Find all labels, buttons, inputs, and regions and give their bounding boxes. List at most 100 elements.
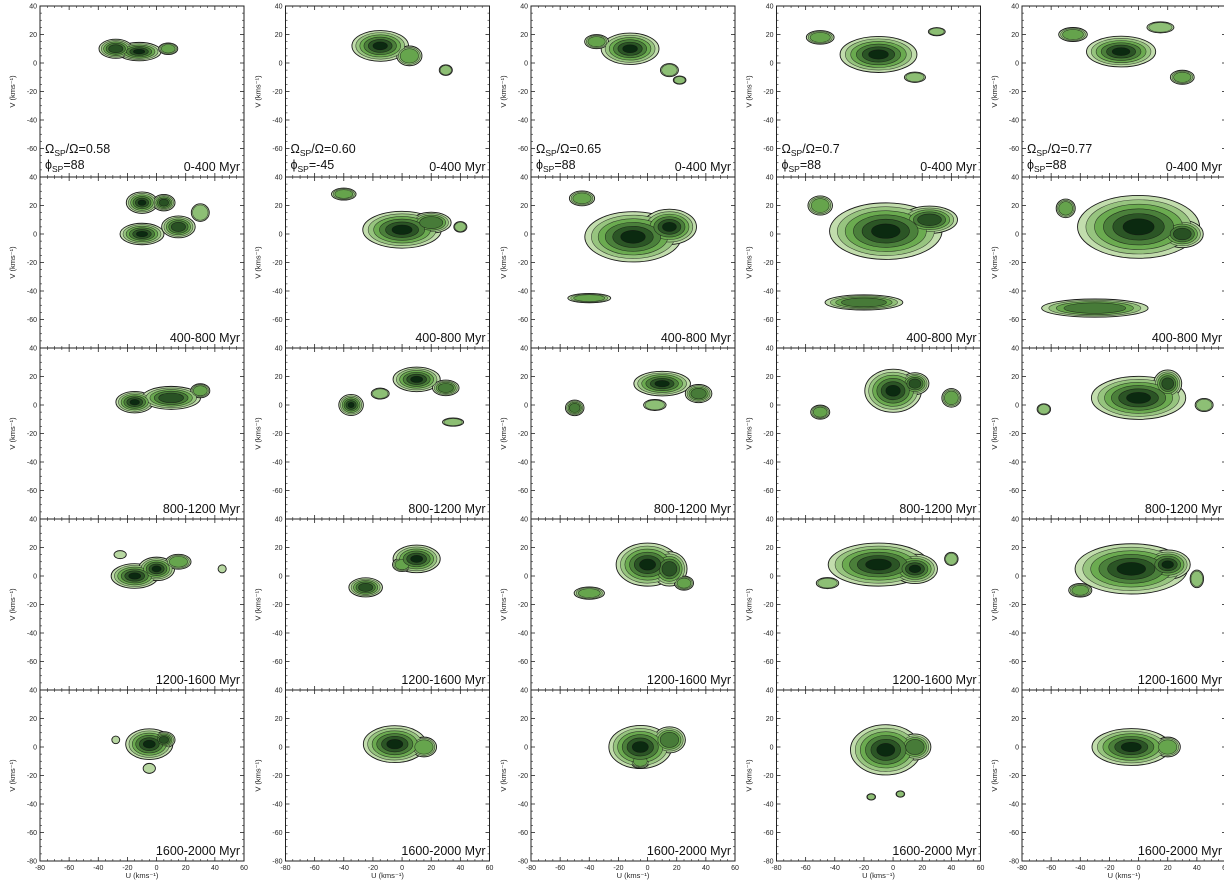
y-tick-label: 40: [29, 175, 37, 182]
contour-level-2-blob-4: [905, 72, 925, 83]
y-tick-label: 20: [29, 32, 37, 39]
panel-r3-c2: -60 -40 -20 0 20 40 V (kms⁻¹) 800-1200 Myr: [254, 346, 490, 520]
density-contours: [119, 191, 210, 246]
y-tick-label: -20: [272, 431, 282, 438]
contour-level-3-blob-1: [812, 406, 828, 418]
y-tick-label: 0: [33, 232, 37, 239]
x-tick-label: 60: [977, 865, 985, 872]
y-tick-label: -40: [27, 460, 37, 467]
time-period-label: 400-800 Myr: [415, 331, 485, 345]
y-tick-label: -40: [27, 118, 37, 125]
x-tick-label: -40: [584, 865, 594, 872]
density-contours: [338, 366, 465, 427]
contour-level-5-blob-2: [1173, 227, 1192, 241]
omega-ratio-label: ΩSP/Ω=0.60: [291, 142, 356, 158]
phi-label: ϕSP=88: [782, 158, 822, 174]
y-tick-label: 0: [770, 574, 774, 581]
contour-level-5-blob-3: [908, 378, 922, 389]
panel-background: [40, 348, 244, 519]
x-tick-label: -60: [64, 865, 74, 872]
y-tick-label: -60: [518, 830, 528, 837]
y-tick-label: -60: [518, 146, 528, 153]
contour-level-6-blob-1: [1122, 218, 1155, 236]
y-tick-label: 40: [520, 175, 528, 182]
y-tick-label: -40: [272, 289, 282, 296]
y-tick-label: -40: [518, 460, 528, 467]
time-period-label: 1600-2000 Myr: [1138, 844, 1222, 858]
y-tick-label: -20: [763, 602, 773, 609]
y-tick-label: 20: [766, 545, 774, 552]
time-period-label: 800-1200 Myr: [1145, 502, 1222, 516]
y-tick-label: 40: [520, 517, 528, 524]
contour-level-5-blob-3: [661, 561, 678, 577]
x-tick-label: 60: [486, 865, 494, 872]
y-axis-label: V (kms⁻¹): [745, 759, 754, 792]
y-axis-label: V (kms⁻¹): [254, 417, 263, 450]
contour-level-4-blob-3: [419, 216, 444, 229]
time-period-label: 1600-2000 Myr: [156, 844, 240, 858]
contour-level-5-blob-3: [1161, 377, 1174, 390]
x-axis-label: U (kms⁻¹): [862, 871, 895, 880]
y-tick-label: 0: [1015, 403, 1019, 410]
y-axis-label: V (kms⁻¹): [8, 417, 17, 450]
phi-label: ϕSP=88: [536, 158, 576, 174]
panel-r4-c4: -60 -40 -20 0 20 40 V (kms⁻¹) 1200-1600 Myr: [745, 517, 981, 691]
y-tick-label: -60: [1009, 659, 1019, 666]
contour-level-6-blob-2: [1126, 392, 1151, 404]
y-tick-label: -40: [27, 289, 37, 296]
time-period-label: 400-800 Myr: [906, 331, 976, 345]
panel-r2-c2: -60 -40 -20 0 20 40 V (kms⁻¹) 400-800 Myr: [254, 175, 490, 349]
density-contours: [351, 30, 453, 76]
y-tick-label: 40: [1011, 4, 1019, 11]
y-tick-label: 0: [1015, 745, 1019, 752]
time-period-label: 1200-1600 Myr: [1138, 673, 1222, 687]
y-tick-label: 0: [770, 61, 774, 68]
phi-label: ϕSP=88: [45, 158, 85, 174]
contour-level-6-blob-2: [885, 384, 901, 397]
density-contours: [807, 195, 958, 311]
y-tick-label: -40: [518, 631, 528, 638]
contour-level-3-blob-2: [1062, 29, 1084, 40]
contour-level-5-blob-2: [158, 198, 169, 207]
x-tick-label: 20: [182, 865, 190, 872]
x-tick-label: -80: [771, 865, 781, 872]
contour-level-6-blob-2: [654, 380, 670, 388]
panel-r5-c4: -80 -60 -40 -20 0 20 40 60 -80 -60 -40 -20 0 20 40 V (k…: [745, 688, 985, 881]
y-tick-label: -40: [27, 631, 37, 638]
y-tick-label: -20: [1009, 89, 1019, 96]
y-tick-label: -60: [27, 830, 37, 837]
contour-level-6-blob-1: [1120, 741, 1142, 753]
panel-r1-c3: -60 -40 -20 0 20 40 V (kms⁻¹) 0-400 Myr ΩSP/Ω=0.…: [499, 4, 736, 178]
panel-r4-c1: -60 -40 -20 0 20 40 V (kms⁻¹) 1200-1600 Myr: [8, 517, 245, 691]
contour-level-1-blob-5: [217, 564, 227, 574]
y-tick-label: 0: [770, 745, 774, 752]
contour-level-3-blob-3: [193, 385, 208, 397]
y-tick-label: 40: [766, 517, 774, 524]
time-period-label: 1600-2000 Myr: [647, 844, 731, 858]
y-tick-label: -20: [1009, 773, 1019, 780]
x-tick-label: 0: [646, 865, 650, 872]
y-tick-label: 20: [766, 32, 774, 39]
y-axis-label: V (kms⁻¹): [990, 759, 999, 792]
y-tick-label: 20: [275, 32, 283, 39]
y-tick-label: -20: [27, 773, 37, 780]
y-tick-label: 40: [29, 688, 37, 695]
contour-level-3-blob-3: [572, 192, 592, 205]
contour-level-2-blob-4: [1196, 398, 1213, 412]
y-tick-label: -60: [1009, 488, 1019, 495]
contour-level-3-blob-2: [587, 36, 606, 48]
time-period-label: 800-1200 Myr: [899, 502, 976, 516]
y-tick-label: 20: [1011, 32, 1019, 39]
contour-level-3-blob-2: [399, 48, 419, 64]
y-tick-label: 20: [29, 716, 37, 723]
x-axis-label: U (kms⁻¹): [617, 871, 650, 880]
contour-level-6-blob-1: [868, 49, 889, 60]
y-tick-label: 40: [29, 346, 37, 353]
y-tick-label: -40: [763, 460, 773, 467]
y-axis-label: V (kms⁻¹): [990, 246, 999, 279]
y-tick-label: -20: [27, 260, 37, 267]
y-tick-label: -20: [27, 89, 37, 96]
y-tick-label: 40: [766, 346, 774, 353]
y-tick-label: 0: [279, 61, 283, 68]
contour-level-2-blob-5: [192, 204, 209, 221]
